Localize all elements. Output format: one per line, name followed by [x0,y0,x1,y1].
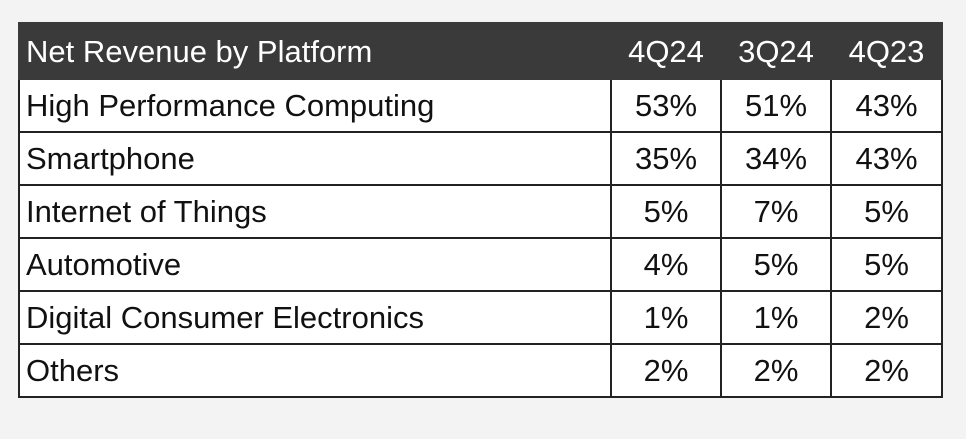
table-row: Smartphone 35% 34% 43% [18,131,943,186]
cell-value: 53% [610,78,722,133]
row-label: Automotive [18,237,612,292]
cell-value: 5% [720,237,832,292]
table-row: Digital Consumer Electronics 1% 1% 2% [18,290,943,345]
row-label: Digital Consumer Electronics [18,290,612,345]
cell-value: 34% [720,131,832,186]
row-label: Others [18,343,612,398]
net-revenue-table: Net Revenue by Platform 4Q24 3Q24 4Q23 H… [18,22,943,398]
table-title: Net Revenue by Platform [18,22,612,80]
cell-value: 2% [720,343,832,398]
cell-value: 43% [830,131,943,186]
row-label: Smartphone [18,131,612,186]
cell-value: 43% [830,78,943,133]
table-row: Internet of Things 5% 7% 5% [18,184,943,239]
cell-value: 5% [830,184,943,239]
table-row: Others 2% 2% 2% [18,343,943,398]
cell-value: 51% [720,78,832,133]
cell-value: 1% [720,290,832,345]
column-header-3q24: 3Q24 [720,22,832,80]
header-row: Net Revenue by Platform 4Q24 3Q24 4Q23 [18,22,943,80]
column-header-4q23: 4Q23 [830,22,943,80]
table-row: High Performance Computing 53% 51% 43% [18,78,943,133]
cell-value: 5% [610,184,722,239]
column-header-4q24: 4Q24 [610,22,722,80]
cell-value: 5% [830,237,943,292]
cell-value: 2% [830,343,943,398]
cell-value: 7% [720,184,832,239]
row-label: Internet of Things [18,184,612,239]
cell-value: 4% [610,237,722,292]
cell-value: 2% [610,343,722,398]
cell-value: 2% [830,290,943,345]
cell-value: 1% [610,290,722,345]
row-label: High Performance Computing [18,78,612,133]
table-row: Automotive 4% 5% 5% [18,237,943,292]
cell-value: 35% [610,131,722,186]
